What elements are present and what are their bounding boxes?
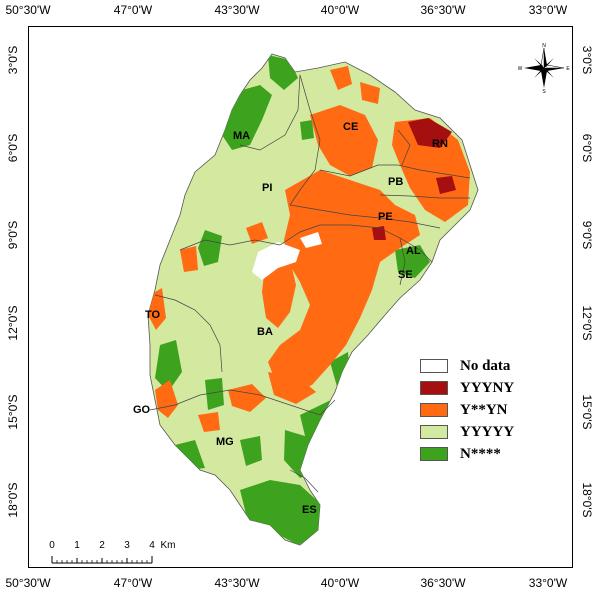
class-patch-ystaryn <box>310 105 378 176</box>
class-patch-ystaryn <box>262 260 296 328</box>
class-patch-ystaryn <box>330 66 352 90</box>
state-label-go: GO <box>133 404 151 416</box>
top-tick: 43°30'W <box>214 3 260 17</box>
state-label-al: AL <box>406 245 421 257</box>
legend-swatch <box>420 447 448 461</box>
scale-label: 1 <box>74 540 80 551</box>
state-boundary <box>320 224 433 263</box>
state-boundary <box>239 74 301 151</box>
legend-label: No data <box>460 357 511 374</box>
class-patch-ystaryn <box>268 372 316 404</box>
state-boundary <box>319 164 471 179</box>
class-patch-nstar <box>240 480 322 545</box>
compass-letter-n: N <box>542 43 546 49</box>
top-tick: 47°0'W <box>113 3 153 17</box>
state-label-se: SE <box>398 269 413 281</box>
bottom-tick: 33°0'W <box>528 576 568 590</box>
class-patch-ystaryn <box>360 82 380 104</box>
class-patch-no-data <box>252 242 300 280</box>
bottom-tick: 36°30'W <box>420 576 466 590</box>
state-boundaries <box>149 74 471 493</box>
legend-item: Y**YN <box>420 399 540 421</box>
legend: No data YYYNY Y**YN YYYYY N**** <box>420 355 540 465</box>
legend-swatch <box>420 425 448 439</box>
compass-letter-s: S <box>542 89 546 94</box>
state-boundary <box>379 194 470 199</box>
legend-label: YYYNY <box>460 379 515 396</box>
class-patch-nstar <box>155 340 182 392</box>
legend-swatch <box>420 381 448 395</box>
bottom-tick: 47°0'W <box>113 576 153 590</box>
class-patch-nstar <box>198 230 222 266</box>
class-patch-no-data <box>300 232 322 248</box>
class-patch-ystaryn <box>246 222 268 244</box>
state-label-es: ES <box>302 504 317 516</box>
state-boundary <box>289 204 441 229</box>
state-label-pe: PE <box>378 211 393 223</box>
scale-label: 3 <box>124 540 130 551</box>
state-label-pi: PI <box>262 182 272 194</box>
legend-swatch <box>420 359 448 373</box>
state-label-pb: PB <box>388 176 403 188</box>
state-boundary <box>149 389 336 416</box>
class-patch-nstar <box>240 436 262 466</box>
bottom-tick: 43°30'W <box>214 576 260 590</box>
scale-label: 0 <box>49 540 55 551</box>
top-tick: 40°0'W <box>320 3 360 17</box>
scale-label: 2 <box>99 540 105 551</box>
state-boundary <box>154 294 223 373</box>
state-label-mg: MG <box>216 436 234 448</box>
state-label-ce: CE <box>343 121 358 133</box>
state-boundary <box>397 129 411 166</box>
compass-letter-w: W <box>518 66 523 72</box>
class-patch-yyyny <box>408 118 452 148</box>
state-boundary <box>289 469 319 493</box>
state-label-ma: MA <box>233 130 250 142</box>
state-label-to: TO <box>145 309 161 321</box>
state-boundary <box>399 237 406 286</box>
bottom-tick: 50°30'W <box>5 576 51 590</box>
class-patch-nstar <box>175 440 205 470</box>
legend-label: N**** <box>460 445 501 462</box>
class-patch-ystaryn <box>180 246 198 272</box>
state-label-rn: RN <box>432 138 448 150</box>
scale-bar: 0 1 2 3 4 Km <box>49 540 176 568</box>
class-patch-yyyny <box>436 176 456 194</box>
state-label-ba: BA <box>257 326 273 338</box>
class-patch-ystaryn <box>198 412 220 432</box>
scale-bar-ruler <box>51 556 153 564</box>
class-patch-ystaryn <box>392 118 470 222</box>
legend-item: N**** <box>420 443 540 465</box>
class-patch-ystaryn <box>155 380 178 418</box>
top-tick: 33°0'W <box>528 3 568 17</box>
legend-item: YYYNY <box>420 377 540 399</box>
top-tick: 36°30'W <box>420 3 466 17</box>
legend-swatch <box>420 403 448 417</box>
legend-label: YYYYY <box>460 423 515 440</box>
compass-letter-e: E <box>566 66 570 72</box>
legend-label: Y**YN <box>460 401 508 418</box>
legend-item: No data <box>420 355 540 377</box>
class-patch-nstar <box>205 378 224 410</box>
compass-rose-icon: N E S W <box>518 43 570 94</box>
scale-unit: Km <box>160 540 176 551</box>
scale-label: 4 <box>149 540 155 551</box>
bottom-tick: 40°0'W <box>320 576 360 590</box>
state-boundary <box>179 224 321 251</box>
class-patch-nstar <box>395 245 430 278</box>
legend-item: YYYYY <box>420 421 540 443</box>
class-patch-ystaryn <box>268 170 420 392</box>
class-patch-nstar <box>300 120 314 140</box>
top-tick: 50°30'W <box>5 3 51 17</box>
state-boundary <box>289 74 321 206</box>
